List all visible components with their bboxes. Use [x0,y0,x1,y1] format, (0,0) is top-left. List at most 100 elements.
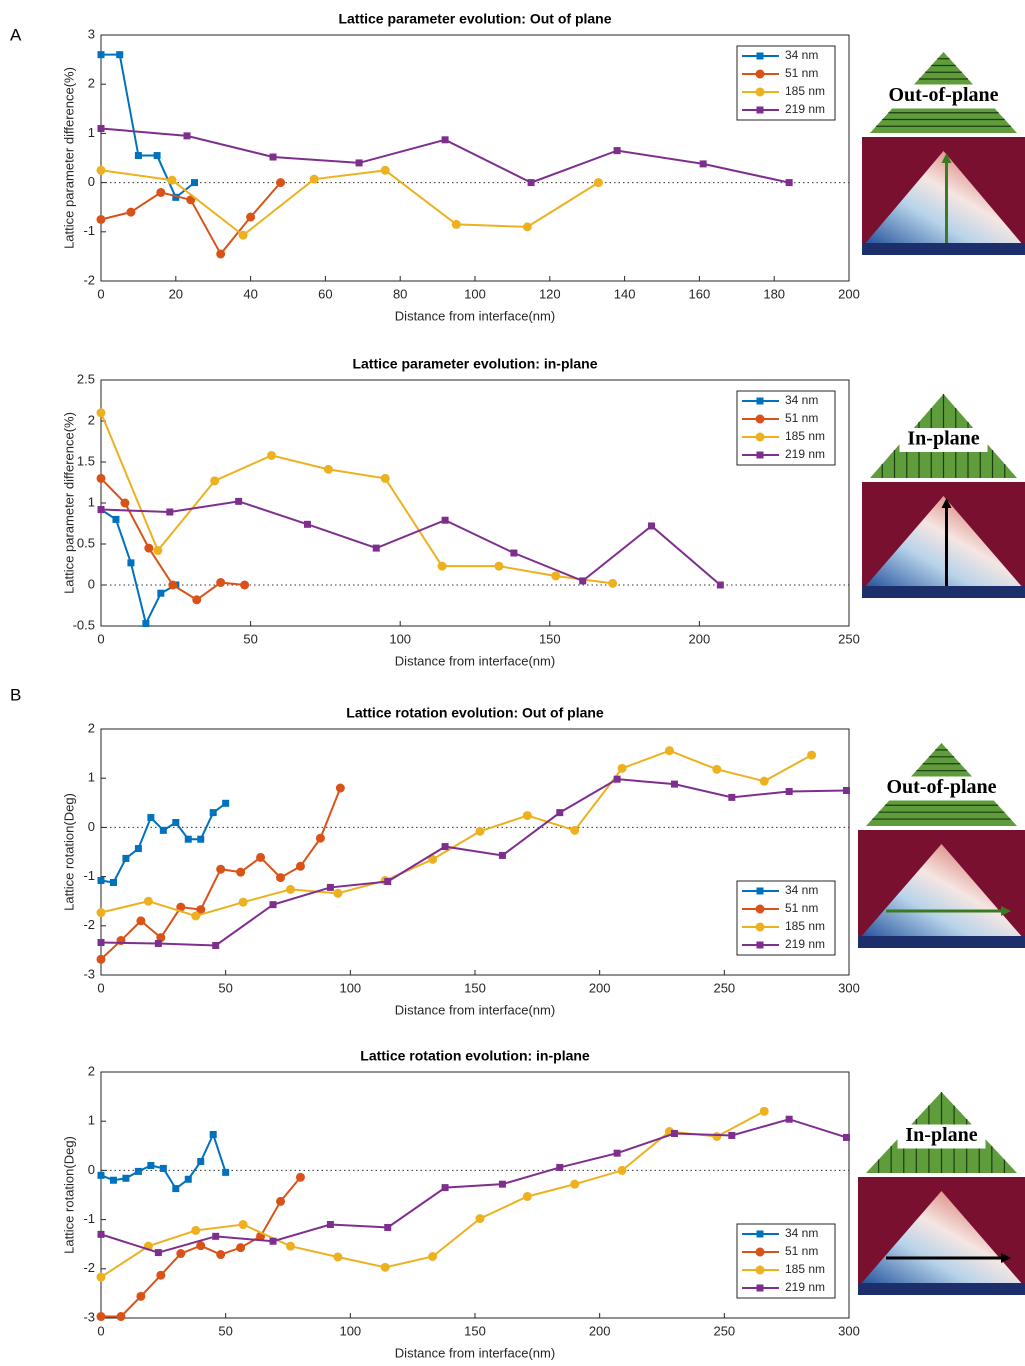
marker [153,546,163,556]
marker [147,814,155,822]
marker [156,1270,166,1280]
marker [498,1180,506,1188]
y-tick-label: 0 [88,174,95,189]
marker [96,908,106,918]
y-tick-label: -2 [83,917,95,932]
inset-label: In-plane [905,1124,977,1146]
marker [112,515,120,523]
marker [494,561,504,571]
inset-label: In-plane [907,428,979,450]
x-axis-label: Distance from interface(nm) [395,1002,555,1017]
y-tick-label: 1 [88,494,95,509]
marker [97,124,105,132]
marker [143,896,153,906]
marker [212,1232,220,1240]
marker [712,764,722,774]
legend [736,390,836,466]
marker [222,1168,230,1176]
legend-label: 51 nm [785,411,818,425]
x-tick-label: 300 [838,1323,860,1338]
marker [192,595,202,605]
marker [134,152,142,160]
marker [216,1250,226,1260]
marker [522,1191,532,1201]
marker [384,1223,392,1231]
marker [269,153,277,161]
marker [267,450,277,460]
marker [380,165,390,175]
marker [570,825,580,835]
y-tick-label: 1.5 [77,453,95,468]
marker [172,1185,180,1193]
marker [315,833,325,843]
y-axis-label: Lattice rotation(Deg) [61,793,76,911]
legend-marker [755,1265,765,1275]
y-tick-label: -1 [83,868,95,883]
marker [785,1115,793,1123]
marker [109,1176,117,1184]
marker [276,873,286,883]
marker [355,159,363,167]
marker [326,1221,334,1229]
marker [172,818,180,826]
y-tick-label: 2 [88,720,95,735]
series-line [100,169,599,237]
marker [785,787,793,795]
series-line [100,778,847,947]
legend-marker [755,414,765,424]
legend-label: 34 nm [785,393,818,407]
marker [617,1165,627,1175]
legend-marker [756,887,764,895]
marker [527,179,535,187]
marker [122,1174,130,1182]
x-tick-label: 80 [393,286,407,301]
inset-label-bg [879,84,1008,109]
legend [736,1223,836,1299]
marker [759,776,769,786]
marker [276,178,286,188]
y-tick-label: 1 [88,770,95,785]
legend-label: 51 nm [785,901,818,915]
legend-marker [756,106,764,114]
marker [843,787,851,794]
inset-label-bg [897,1124,986,1149]
legend-label: 34 nm [785,883,818,897]
marker [759,1106,769,1116]
plot-area [100,1071,850,1319]
marker [116,51,124,59]
marker [209,809,217,817]
marker [475,826,485,836]
x-tick-label: 20 [169,286,183,301]
legend-marker [755,432,765,442]
marker [120,498,130,508]
x-tick-label: 150 [464,1323,486,1338]
inset-map-triangle [864,151,1023,245]
marker [172,193,180,201]
x-tick-label: 0 [97,631,104,646]
legend-label: 34 nm [785,1226,818,1240]
y-tick-label: 0.5 [77,535,95,550]
legend-label: 185 nm [785,1262,825,1276]
legend-marker [755,69,765,79]
legend-marker [756,941,764,949]
marker [96,1312,106,1322]
marker [191,911,201,921]
x-tick-label: 200 [589,980,611,995]
marker [122,854,130,862]
x-tick-label: 40 [243,286,257,301]
marker [96,1272,106,1282]
marker [159,1164,167,1172]
chart-title: Lattice rotation evolution: in-plane [360,1048,590,1064]
marker [716,581,724,589]
y-tick-label: 2 [88,412,95,427]
y-tick-label: -3 [83,1309,95,1324]
legend-label: 51 nm [785,66,818,80]
marker [196,905,206,915]
panel-label: B [10,685,21,704]
legend-label: 34 nm [785,48,818,62]
marker [712,1131,722,1141]
marker [96,165,106,175]
series-line [100,749,813,918]
marker [97,506,105,514]
